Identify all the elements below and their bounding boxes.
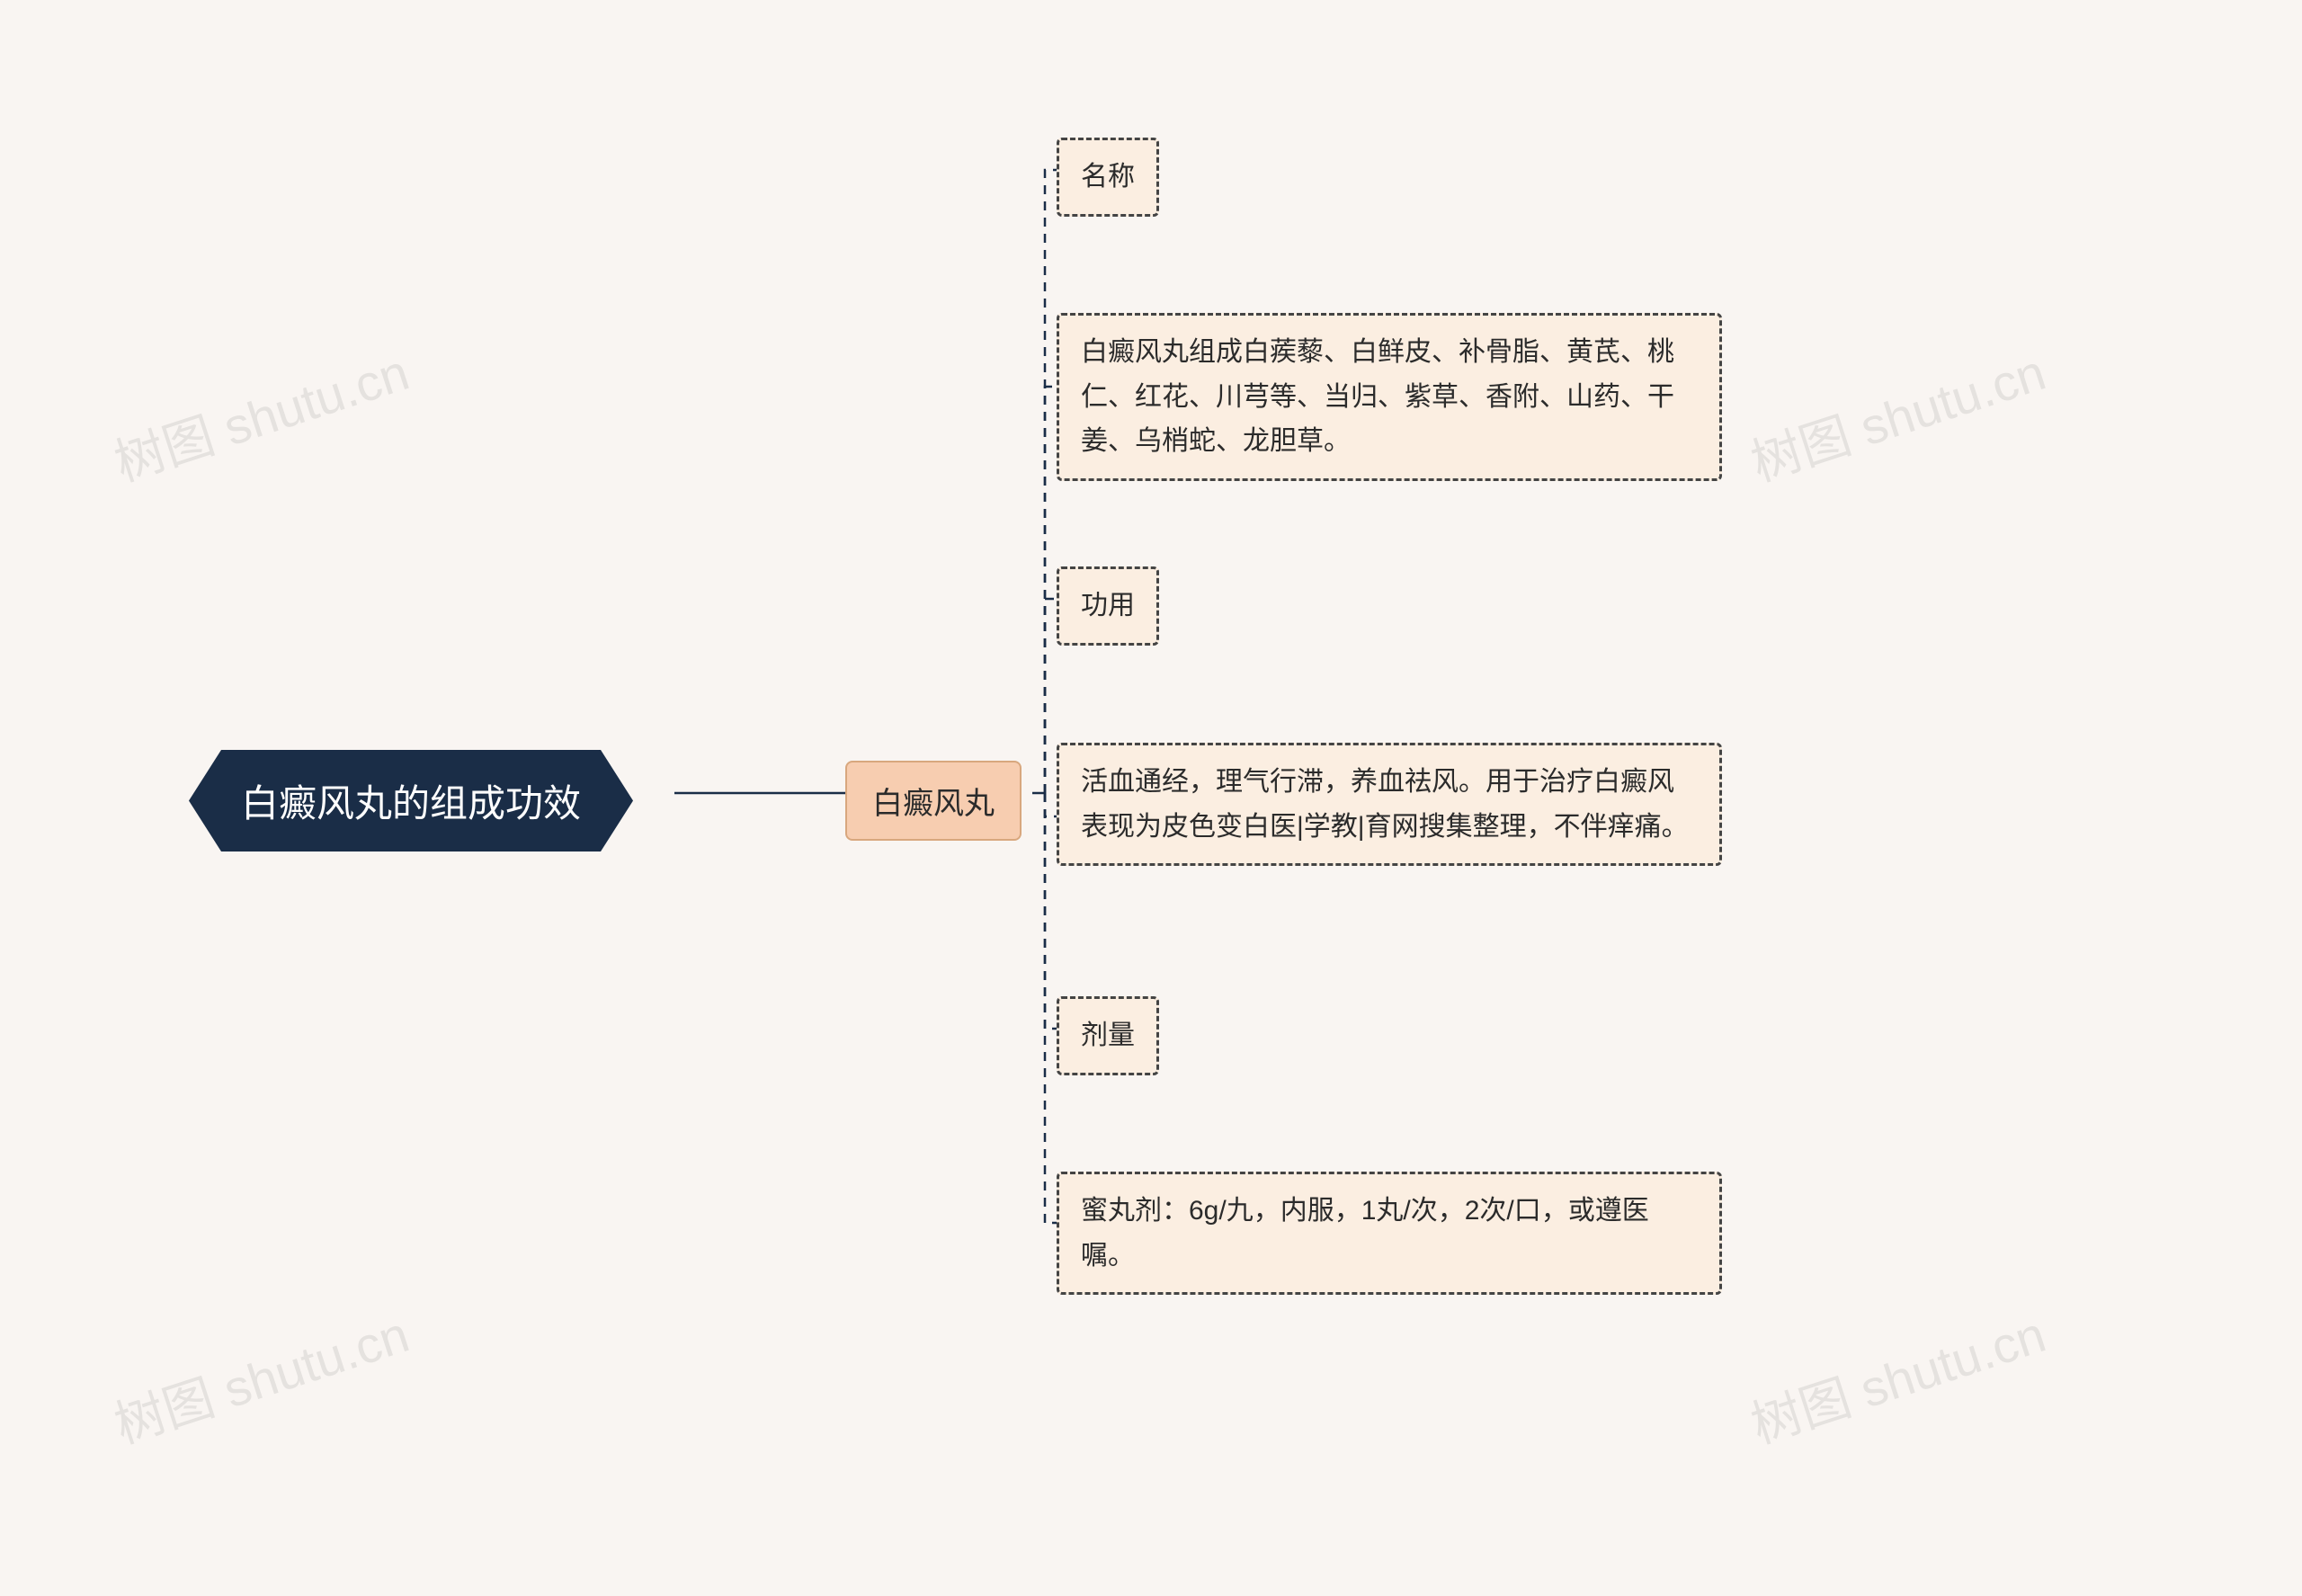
- watermark: 树图 shutu.cn: [104, 1295, 417, 1458]
- leaf-usage-body[interactable]: 活血通经，理气行滞，养血祛风。用于治疗白癜风表现为皮色变白医|学教|育网搜集整理…: [1057, 743, 1722, 866]
- edge-branch-dose-body: [1045, 793, 1057, 1223]
- level1-node[interactable]: 白癜风丸: [845, 761, 1022, 841]
- leaf-name-label[interactable]: 名称: [1057, 138, 1159, 217]
- leaf-dose-body[interactable]: 蜜丸剂：6g/九，内服，1丸/次，2次/口，或遵医嘱。: [1057, 1172, 1722, 1295]
- edge-branch-usage-label: [1045, 599, 1057, 793]
- leaf-dose-label[interactable]: 剂量: [1057, 996, 1159, 1075]
- leaf-usage-label[interactable]: 功用: [1057, 566, 1159, 646]
- watermark: 树图 shutu.cn: [1741, 1295, 2054, 1458]
- edge-branch-name-label: [1045, 170, 1057, 793]
- edge-branch-usage-body: [1045, 793, 1057, 816]
- watermark: 树图 shutu.cn: [104, 333, 417, 496]
- root-node[interactable]: 白癜风丸的组成功效: [189, 750, 633, 851]
- watermark: 树图 shutu.cn: [1741, 333, 2054, 496]
- edge-branch-dose-label: [1045, 793, 1057, 1029]
- edge-branch-name-body: [1045, 387, 1057, 793]
- leaf-name-body[interactable]: 白癜风丸组成白蒺藜、白鲜皮、补骨脂、黄芪、桃仁、红花、川芎等、当归、紫草、香附、…: [1057, 313, 1722, 481]
